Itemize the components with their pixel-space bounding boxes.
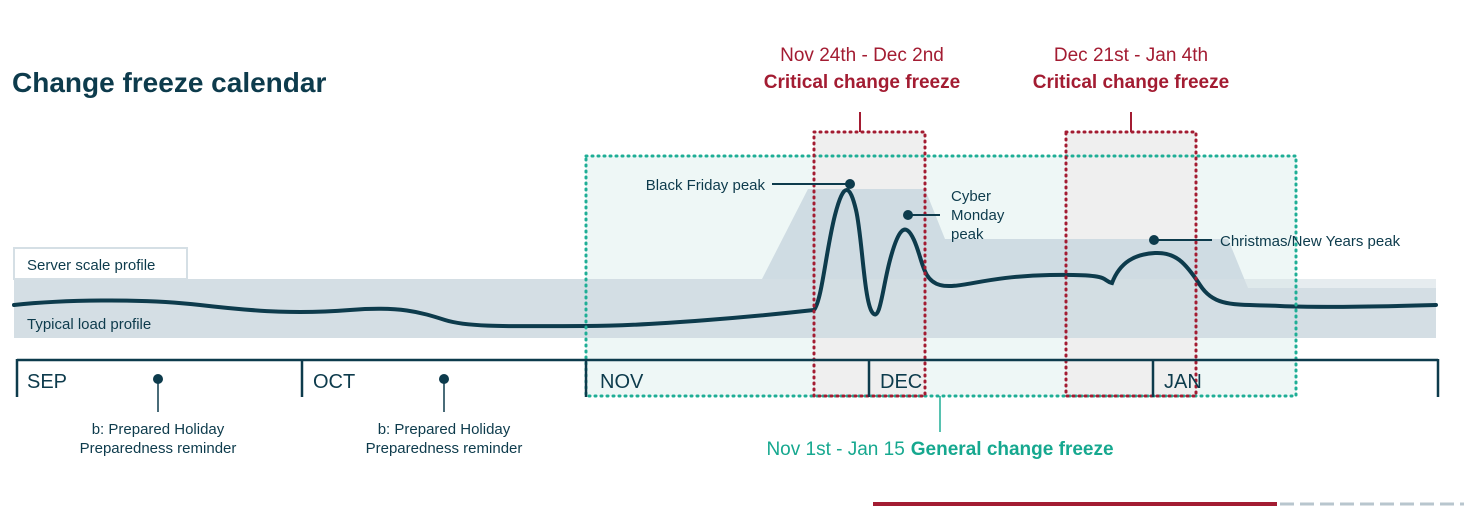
reminder-2-line2: Preparedness reminder — [366, 440, 523, 457]
general-freeze-dates: Nov 1st - Jan 15 — [766, 439, 904, 460]
cyber-monday-label-2: Monday — [951, 207, 1005, 224]
christmas-label: Christmas/New Years peak — [1220, 233, 1401, 250]
load-curve — [12, 188, 1438, 329]
christmas-dot — [1149, 235, 1159, 245]
month-dec: DEC — [880, 371, 922, 393]
month-sep: SEP — [27, 371, 67, 393]
reminder-1-line1: b: Prepared Holiday — [92, 421, 225, 438]
cyber-monday-label-1: Cyber — [951, 188, 991, 205]
cyber-monday-label-3: peak — [951, 226, 984, 243]
reminder-dot-1 — [153, 374, 163, 384]
timeline — [15, 358, 1440, 397]
general-freeze-label: General change freeze — [911, 439, 1114, 460]
server-scale-label: Server scale profile — [27, 257, 155, 274]
critical-freeze-1-label: Critical change freeze — [764, 72, 960, 93]
general-freeze-outline — [584, 154, 1298, 398]
month-nov: NOV — [600, 371, 644, 393]
black-friday-label: Black Friday peak — [646, 177, 766, 194]
month-oct: OCT — [313, 371, 355, 393]
reminder-1-line2: Preparedness reminder — [80, 440, 237, 457]
critical-freeze-1-dates: Nov 24th - Dec 2nd — [780, 45, 944, 66]
general-freeze-caption: Nov 1st - Jan 15 General change freeze — [766, 439, 1113, 460]
page-title: Change freeze calendar — [12, 67, 326, 98]
cyber-monday-dot — [903, 210, 913, 220]
critical-freeze-2-label: Critical change freeze — [1033, 72, 1229, 93]
reminder-2-line1: b: Prepared Holiday — [378, 421, 511, 438]
black-friday-dot — [845, 179, 855, 189]
typical-load-label: Typical load profile — [27, 316, 151, 333]
critical-freeze-2-dates: Dec 21st - Jan 4th — [1054, 45, 1208, 66]
month-jan: JAN — [1164, 371, 1202, 393]
reminder-dot-2 — [439, 374, 449, 384]
server-scale-label-box — [13, 247, 188, 280]
